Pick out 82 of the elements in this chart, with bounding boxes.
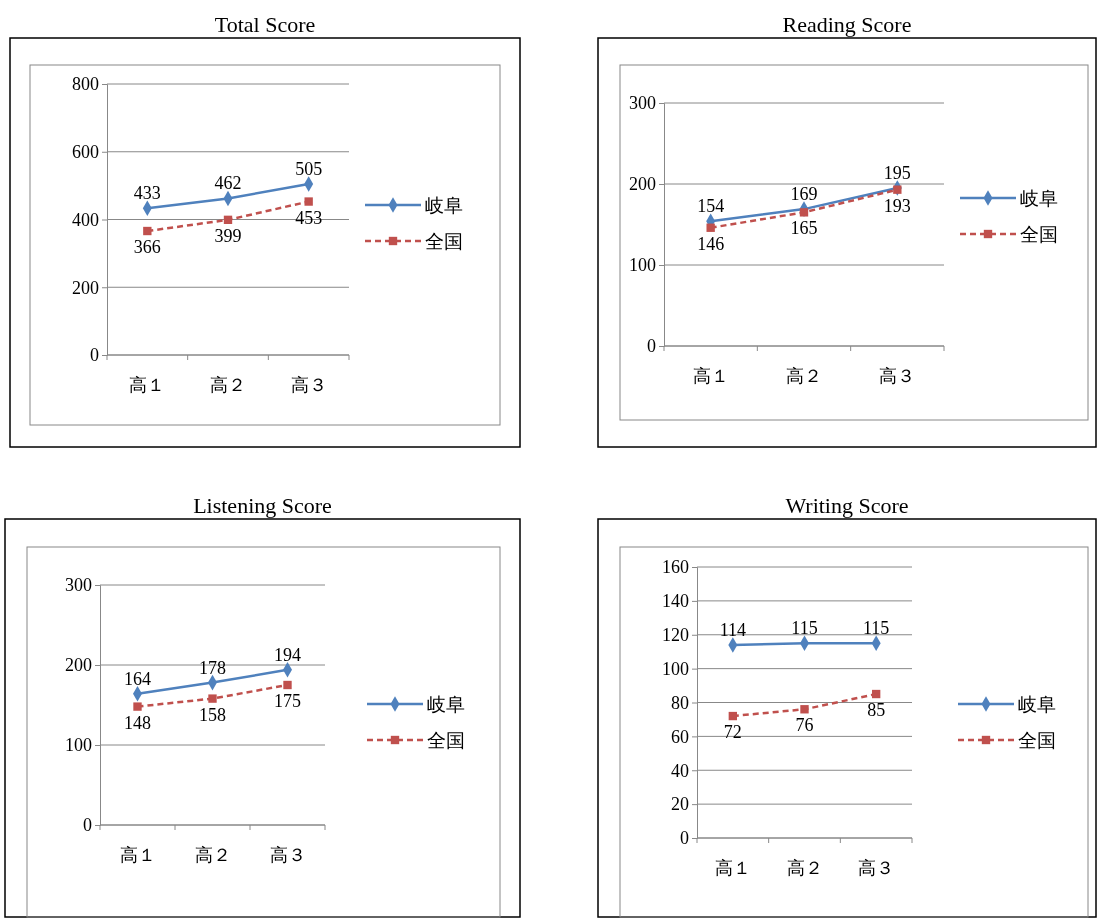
y-tick-label: 100 bbox=[65, 735, 92, 756]
chart-title: Writing Score bbox=[785, 493, 909, 518]
y-tick-label: 200 bbox=[629, 174, 656, 195]
x-tick-label: 高３ bbox=[290, 375, 327, 395]
legend-label: 全国 bbox=[1018, 730, 1056, 751]
y-tick-label: 300 bbox=[65, 575, 92, 596]
legend-label: 岐阜 bbox=[427, 694, 465, 715]
point bbox=[143, 226, 152, 236]
y-tick-label: 40 bbox=[671, 760, 689, 781]
point bbox=[304, 197, 313, 206]
x-tick-label: 高１ bbox=[129, 375, 166, 395]
x-tick-label: 高３ bbox=[879, 366, 916, 386]
y-tick-label: 60 bbox=[671, 726, 689, 747]
point bbox=[799, 208, 809, 217]
y-tick-label: 160 bbox=[662, 557, 689, 578]
data-label: 194 bbox=[274, 644, 301, 665]
data-label: 154 bbox=[697, 196, 725, 217]
data-label: 115 bbox=[862, 618, 890, 639]
legend-label: 岐阜 bbox=[1018, 694, 1056, 715]
data-label: 433 bbox=[133, 183, 161, 204]
point bbox=[800, 705, 809, 714]
y-tick-label: 600 bbox=[72, 142, 99, 163]
data-label: 115 bbox=[791, 618, 818, 639]
data-label: 462 bbox=[214, 173, 242, 194]
data-label: 76 bbox=[795, 715, 814, 736]
data-label: 85 bbox=[867, 700, 886, 721]
point bbox=[133, 702, 142, 711]
data-label: 148 bbox=[124, 712, 151, 733]
x-tick-label: 高１ bbox=[692, 366, 729, 386]
x-tick-label: 高１ bbox=[119, 845, 156, 865]
y-tick-label: 80 bbox=[671, 692, 689, 713]
data-label: 169 bbox=[790, 184, 818, 205]
y-tick-label: 0 bbox=[647, 336, 656, 357]
chart-title: Reading Score bbox=[782, 12, 912, 37]
y-tick-label: 100 bbox=[629, 255, 656, 276]
y-tick-label: 140 bbox=[662, 591, 689, 612]
y-tick-label: 800 bbox=[72, 74, 99, 95]
data-label: 164 bbox=[124, 668, 151, 689]
x-tick-label: 高２ bbox=[194, 845, 231, 865]
data-label: 158 bbox=[199, 704, 226, 725]
legend-label: 全国 bbox=[425, 231, 463, 252]
chart-title: Listening Score bbox=[193, 493, 332, 518]
data-label: 165 bbox=[790, 218, 818, 239]
data-label: 505 bbox=[295, 158, 323, 179]
point bbox=[893, 185, 902, 194]
y-tick-label: 0 bbox=[83, 815, 92, 836]
point bbox=[706, 223, 715, 232]
chart-title: Total Score bbox=[214, 12, 316, 37]
data-label: 399 bbox=[214, 225, 242, 246]
y-tick-label: 0 bbox=[90, 345, 99, 366]
legend-label: 全国 bbox=[1020, 224, 1058, 245]
point bbox=[871, 689, 881, 699]
point bbox=[223, 215, 233, 225]
x-tick-label: 高２ bbox=[786, 366, 822, 386]
data-label: 453 bbox=[295, 207, 323, 228]
x-tick-label: 高１ bbox=[714, 858, 751, 878]
data-label: 175 bbox=[274, 691, 301, 711]
data-label: 114 bbox=[719, 619, 747, 640]
data-label: 193 bbox=[883, 195, 911, 216]
y-tick-label: 20 bbox=[671, 794, 689, 815]
y-tick-label: 100 bbox=[662, 658, 689, 679]
y-tick-label: 0 bbox=[680, 828, 689, 849]
legend-label: 岐阜 bbox=[425, 195, 463, 216]
point bbox=[208, 694, 217, 703]
x-tick-label: 高３ bbox=[269, 845, 306, 865]
y-tick-label: 300 bbox=[629, 93, 656, 114]
x-tick-label: 高３ bbox=[858, 858, 895, 878]
data-label: 178 bbox=[199, 657, 226, 678]
y-tick-label: 120 bbox=[662, 625, 689, 646]
data-label: 366 bbox=[133, 237, 161, 258]
data-label: 72 bbox=[723, 722, 742, 743]
legend-label: 岐阜 bbox=[1020, 188, 1058, 209]
x-tick-label: 高２ bbox=[210, 375, 246, 395]
y-tick-label: 200 bbox=[72, 277, 99, 298]
legend-label: 全国 bbox=[427, 730, 465, 751]
y-tick-label: 400 bbox=[72, 209, 99, 230]
point bbox=[283, 680, 292, 690]
y-tick-label: 200 bbox=[65, 655, 92, 676]
x-tick-label: 高２ bbox=[786, 858, 823, 878]
data-label: 195 bbox=[883, 163, 911, 184]
point bbox=[728, 711, 738, 721]
data-label: 146 bbox=[697, 233, 725, 254]
